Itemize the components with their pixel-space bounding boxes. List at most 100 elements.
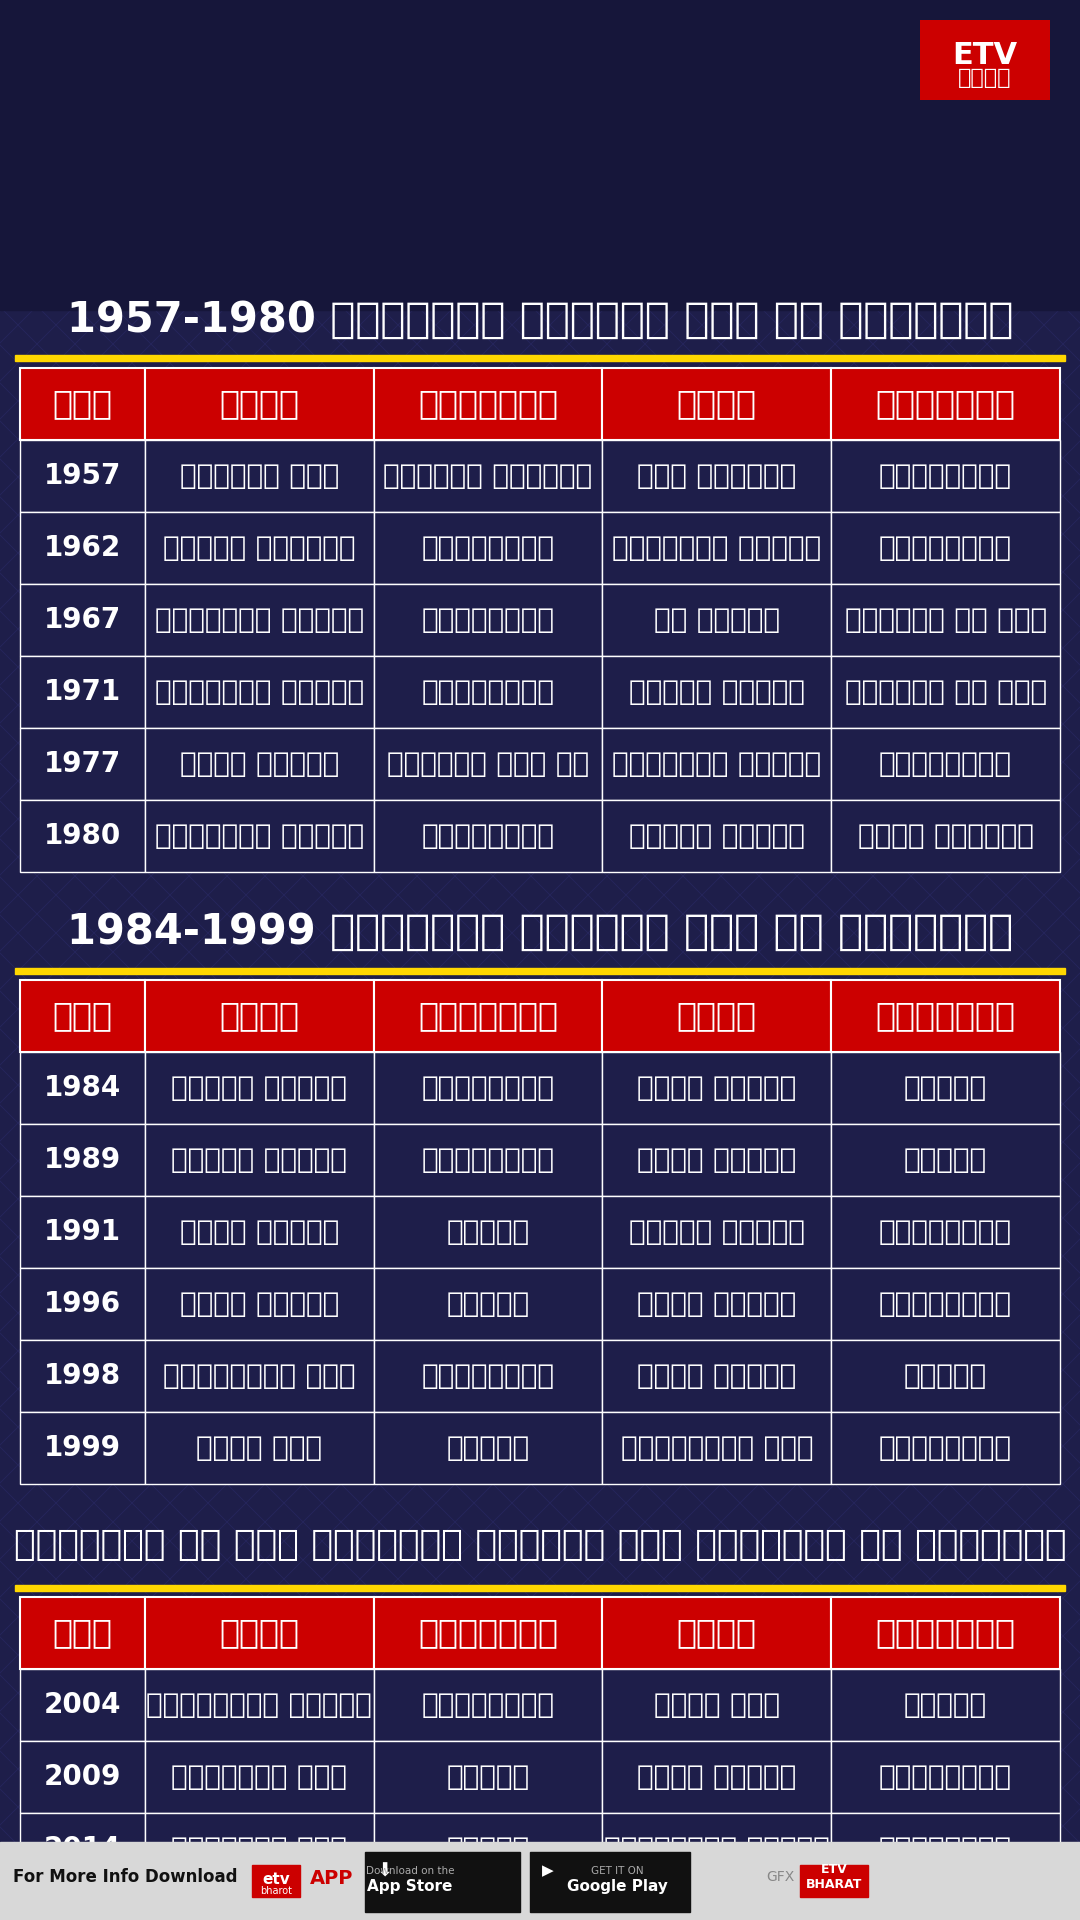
Bar: [832, 1812, 1059, 1885]
Text: चमरा लिंडा: चमरा लिंडा: [637, 1763, 796, 1791]
Text: डेविड मुंजनी: डेविड मुंजनी: [163, 534, 355, 563]
Text: एस बड़ाईक: एस बड़ाईक: [653, 607, 780, 634]
Text: कांग्रेस: कांग्रेस: [879, 1907, 1012, 1920]
Text: कांग्रेस: कांग्रेस: [421, 607, 554, 634]
Text: सुमित उरांव: सुमित उरांव: [172, 1073, 347, 1102]
Text: ETV: ETV: [953, 40, 1017, 69]
Bar: [21, 440, 145, 513]
Text: ललित उरांव: ललित उरांव: [637, 1361, 796, 1390]
Text: स्वतंत्र: स्वतंत्र: [421, 534, 554, 563]
Text: सुमित उरांव: सुमित उरांव: [629, 1217, 805, 1246]
Text: पार्टीं: पार्टीं: [876, 1617, 1015, 1649]
Text: कांग्रेस: कांग्रेस: [879, 463, 1012, 490]
Bar: [0, 0, 1080, 309]
Bar: [603, 1123, 832, 1196]
Bar: [145, 728, 374, 801]
Bar: [374, 1411, 603, 1484]
Text: कांग्रेस: कांग्रेस: [879, 751, 1012, 778]
Bar: [21, 1267, 145, 1340]
Text: भाजपा: भाजपा: [446, 1907, 529, 1920]
Bar: [374, 369, 603, 440]
Bar: [21, 584, 145, 657]
Bar: [832, 1411, 1059, 1484]
Bar: [145, 1411, 374, 1484]
Bar: [603, 1885, 832, 1920]
Text: बंटवारे के बाद लोहरदगा लोकसभा सीट क्षेत्र का सफरनामा: बंटवारे के बाद लोहरदगा लोकसभा सीट क्षेत्…: [14, 1528, 1066, 1563]
Bar: [374, 1885, 603, 1920]
Bar: [145, 979, 374, 1052]
Text: कांग्रेस: कांग्रेस: [421, 1692, 554, 1718]
Bar: [832, 1597, 1059, 1668]
Bar: [21, 1741, 145, 1812]
Bar: [21, 1196, 145, 1267]
Bar: [374, 728, 603, 801]
Bar: [603, 728, 832, 801]
Bar: [832, 1668, 1059, 1741]
Text: भारतीय लोक दल: भारतीय लोक दल: [387, 751, 589, 778]
Bar: [21, 369, 145, 440]
Text: 2004: 2004: [43, 1692, 121, 1718]
Text: भाजपा: भाजपा: [904, 1361, 987, 1390]
Bar: [603, 657, 832, 728]
Text: 1999: 1999: [44, 1434, 121, 1461]
Bar: [832, 584, 1059, 657]
Bar: [21, 1885, 145, 1920]
Bar: [145, 1196, 374, 1267]
Text: कांग्रेस: कांग्रेस: [421, 822, 554, 851]
Text: 1991: 1991: [44, 1217, 121, 1246]
Text: 1977: 1977: [44, 751, 121, 778]
Bar: [603, 1597, 832, 1668]
Text: रामेश्वर उरांव: रामेश्वर उरांव: [146, 1692, 373, 1718]
Text: भाजपा: भाजपा: [446, 1290, 529, 1317]
Bar: [832, 801, 1059, 872]
Bar: [374, 979, 603, 1052]
Text: जतम खेरवार: जतम खेरवार: [637, 463, 796, 490]
Bar: [832, 1741, 1059, 1812]
Bar: [21, 1812, 145, 1885]
Bar: [603, 1340, 832, 1411]
Bar: [15, 1586, 1065, 1592]
Text: सुदर्शन भगत: सुदर्शन भगत: [172, 1836, 347, 1862]
Bar: [374, 1741, 603, 1812]
Bar: [145, 1741, 374, 1812]
Bar: [145, 1885, 374, 1920]
Bar: [603, 979, 832, 1052]
Text: सुखदेव भगत: सुखदेव भगत: [637, 1907, 796, 1920]
Bar: [145, 1812, 374, 1885]
Text: APP: APP: [310, 1870, 353, 1889]
Text: भारतीय जन संघ: भारतीय जन संघ: [845, 678, 1047, 707]
Bar: [21, 728, 145, 801]
Text: पार्टीं: पार्टीं: [418, 1000, 558, 1033]
Text: 2009: 2009: [43, 1763, 121, 1791]
Text: GET IT ON: GET IT ON: [591, 1866, 644, 1876]
Text: जीते: जीते: [219, 1000, 299, 1033]
Text: पार्टीं: पार्टीं: [876, 1000, 1015, 1033]
Bar: [374, 1267, 603, 1340]
Text: ललित उरांव: ललित उरांव: [637, 1146, 796, 1173]
Bar: [374, 1668, 603, 1741]
Text: कांग्रेस: कांग्रेस: [421, 1361, 554, 1390]
Bar: [374, 1340, 603, 1411]
Bar: [374, 513, 603, 584]
Bar: [920, 19, 1050, 100]
Text: कांग्रेस: कांग्रेस: [421, 1073, 554, 1102]
Bar: [145, 440, 374, 513]
Text: 1957: 1957: [43, 463, 121, 490]
Text: कार्तिक उरांव: कार्तिक उरांव: [154, 822, 364, 851]
Text: Download on the: Download on the: [366, 1866, 455, 1876]
Text: भाजपा: भाजपा: [446, 1217, 529, 1246]
Text: 1962: 1962: [44, 534, 121, 563]
Text: App Store: App Store: [367, 1878, 453, 1893]
Text: दुखा भगत: दुखा भगत: [653, 1692, 780, 1718]
Text: कांग्रेस: कांग्रेस: [879, 1290, 1012, 1317]
Text: ETV
BHARAT: ETV BHARAT: [806, 1862, 862, 1891]
Bar: [15, 968, 1065, 973]
Bar: [603, 1196, 832, 1267]
Bar: [374, 440, 603, 513]
Bar: [603, 513, 832, 584]
Text: भाजपा: भाजपा: [904, 1692, 987, 1718]
Bar: [374, 1597, 603, 1668]
Bar: [374, 1052, 603, 1123]
Text: कार्तिक उरांव: कार्तिक उरांव: [612, 751, 822, 778]
Bar: [832, 657, 1059, 728]
